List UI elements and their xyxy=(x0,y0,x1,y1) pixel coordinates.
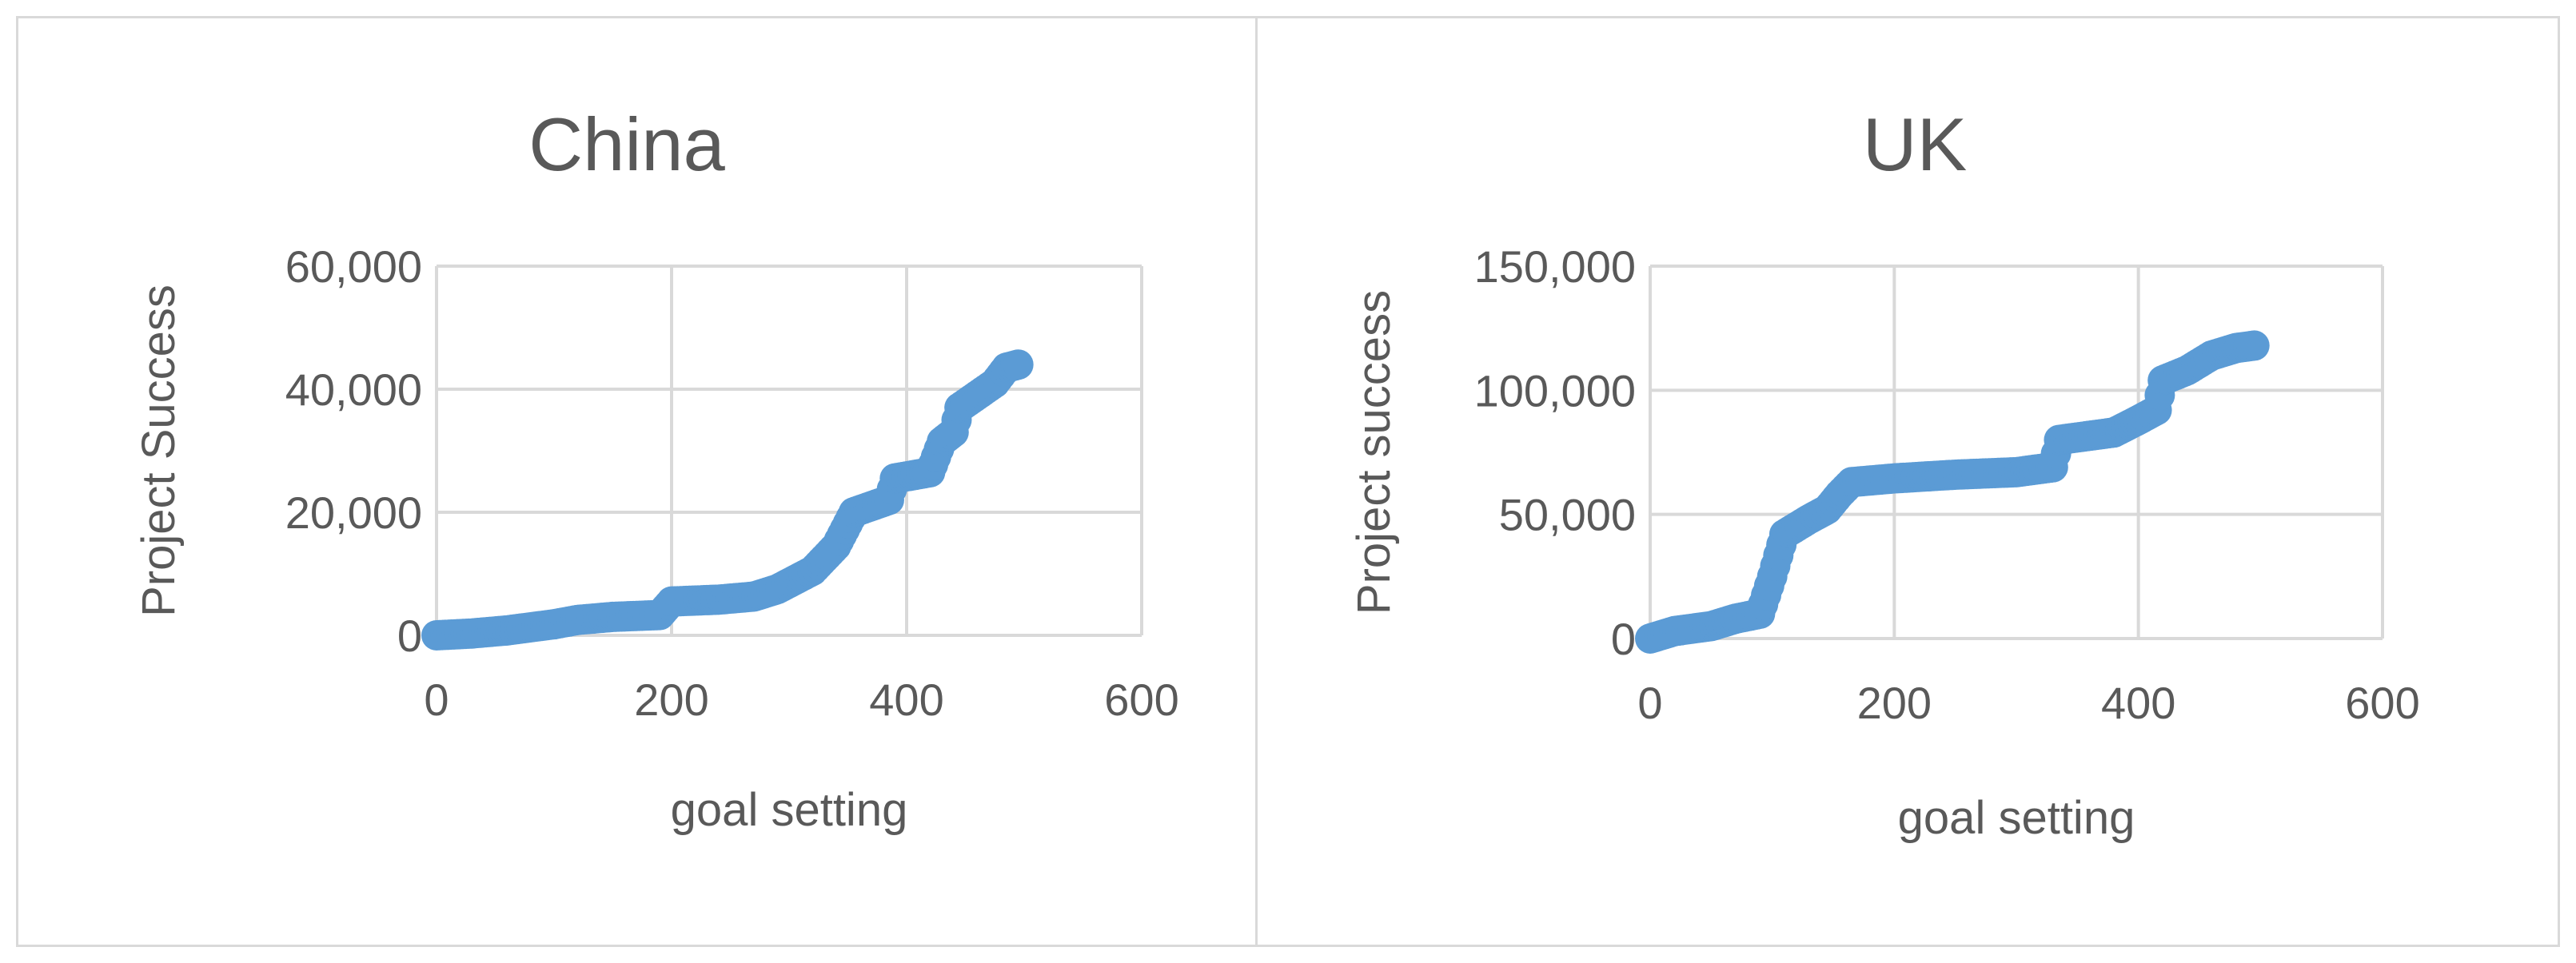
y-tick-label: 150,000 xyxy=(1474,241,1636,292)
x-tick-label: 200 xyxy=(634,674,708,725)
chart-uk: UK 0 50,000 100,000 150,000 0 200 400 600 goal se… xyxy=(1348,102,2420,844)
y-tick-label: 20,000 xyxy=(285,487,422,538)
y-tick-label: 0 xyxy=(1611,614,1636,664)
y-tick-label: 60,000 xyxy=(285,241,422,292)
y-tick-label: 100,000 xyxy=(1474,365,1636,416)
y-tick-label: 40,000 xyxy=(285,364,422,415)
chart-panel-china: China 0 20,000 40,000 60,000 0 200 400 600 goal s… xyxy=(16,16,1262,947)
y-axis-label: Project Success xyxy=(133,285,185,617)
chart-title: China xyxy=(528,102,725,186)
y-tick-label: 0 xyxy=(397,611,422,661)
x-tick-label: 600 xyxy=(1104,674,1178,725)
x-tick-label: 0 xyxy=(1637,678,1662,728)
chart-china: China 0 20,000 40,000 60,000 0 200 400 600 goal s… xyxy=(133,102,1179,836)
data-point xyxy=(2239,330,2270,361)
x-axis-label: goal setting xyxy=(1898,792,2135,844)
data-point xyxy=(1003,349,1034,380)
chart-title: UK xyxy=(1863,102,1968,186)
x-axis-label: goal setting xyxy=(671,784,908,836)
x-tick-label: 600 xyxy=(2345,678,2419,728)
chart-panel-uk: UK 0 50,000 100,000 150,000 0 200 400 600 goal se… xyxy=(1255,16,2560,947)
y-axis-label: Project success xyxy=(1348,290,1400,615)
x-tick-label: 400 xyxy=(869,674,943,725)
x-tick-label: 400 xyxy=(2101,678,2175,728)
x-tick-label: 200 xyxy=(1857,678,1932,728)
y-tick-label: 50,000 xyxy=(1499,490,1636,540)
x-tick-label: 0 xyxy=(424,674,449,725)
